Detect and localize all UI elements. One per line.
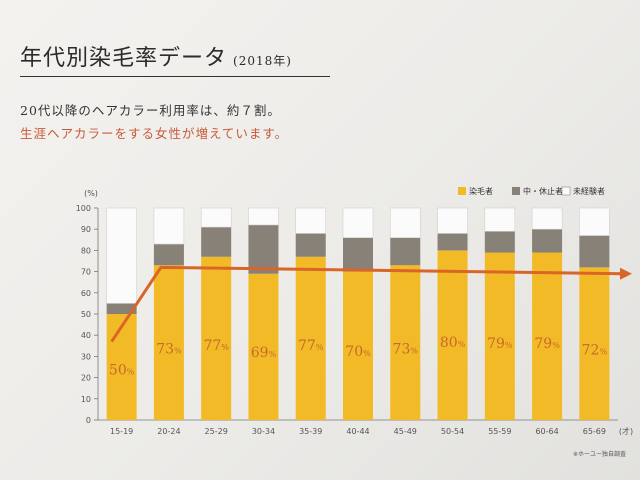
x-tick-label: 30-34 [252,427,275,436]
subtitle-increase: 生涯ヘアカラーをする女性が増えています。 [20,126,289,141]
y-tick-label: 80 [81,246,91,255]
bar-segment-paused [484,231,515,253]
x-tick-label: 35-39 [299,427,322,436]
data-label: 69% [251,345,277,361]
title-year: (2018年) [233,54,292,68]
y-tick-label: 100 [76,204,91,213]
y-unit-label: (%) [84,189,98,198]
bar-segment-paused [532,229,563,253]
x-tick-label: 55-59 [488,427,511,436]
bar-segment-dyed [248,273,279,420]
legend-label-paused: 中・休止者 [523,186,563,196]
legend-swatch-dyed [458,187,466,195]
bar-segment-paused [295,233,326,257]
page-title: 年代別染毛率データ (2018年) [20,40,330,72]
legend-swatch-never [561,186,571,196]
y-tick-label: 60 [81,289,91,298]
bar-segment-never [200,207,232,228]
bar-segment-dyed [343,271,373,420]
legend-label-dyed: 染毛者 [469,186,493,196]
bar-segment-paused [390,237,421,266]
bar-segment-never [295,207,327,234]
data-label: 80% [440,335,466,351]
y-tick-label: 50 [81,310,91,319]
bar-segment-paused [106,303,137,314]
y-tick-label: 10 [81,395,91,404]
x-tick-label: 45-49 [394,427,417,436]
bar-segment-dyed [201,256,232,420]
x-tick-label: 65-69 [583,427,606,436]
bar-segment-dyed [106,314,137,420]
subtitle-usage-rate: 20代以降のヘアカラー利用率は、約７割。 [20,103,281,118]
bar-segment-dyed [390,265,421,420]
x-tick-label: 50-54 [441,427,464,436]
legend-swatch-paused [512,187,520,195]
bar-segment-paused [579,235,610,268]
bar-segment-dyed [153,265,184,420]
bar-segment-never [579,207,610,236]
title-block: 年代別染毛率データ (2018年) [20,40,330,77]
bar-segment-paused [437,233,468,251]
x-tick-label: 15-19 [110,427,133,436]
bar-segment-dyed [484,252,515,420]
x-tick-label: 40-44 [346,427,369,436]
x-tick-label: 25-29 [205,427,228,436]
data-label: 72% [582,342,608,358]
bar-segment-never [153,207,185,245]
bar-segment-never [484,207,516,232]
data-label: 50% [109,362,135,378]
bar-segment-never [342,207,374,238]
bar-segment-dyed [532,252,563,420]
data-label: 79% [534,336,560,352]
trend-arrowhead [620,267,632,280]
source-note: ※ホーユー独自調査 [573,450,626,458]
bar-segment-never [106,207,137,304]
bar-segment-never [389,207,421,238]
bar-segment-never [531,207,563,230]
x-tick-label: 60-64 [535,427,558,436]
bar-segment-paused [343,237,373,272]
y-tick-label: 70 [81,268,91,277]
data-label: 77% [298,338,324,354]
y-tick-label: 40 [81,331,91,340]
y-tick-label: 30 [81,352,91,361]
trend-line [110,265,625,343]
data-label: 73% [156,341,182,357]
data-label: 77% [203,338,229,354]
title-underline [20,76,330,77]
bar-segment-paused [153,244,184,266]
y-tick-label: 0 [86,416,91,425]
x-tick-label: 20-24 [157,427,180,436]
x-unit-label: (才) [619,426,633,436]
bar-segment-dyed [437,250,468,420]
bar-segment-never [437,207,468,234]
y-tick-label: 20 [81,374,91,383]
bar-segment-never [248,207,279,226]
bar-segment-paused [201,227,232,257]
y-tick-label: 90 [81,225,91,234]
bar-segment-dyed [579,267,610,420]
bar-segment-paused [248,224,279,274]
data-label: 79% [487,336,513,352]
title-text: 年代別染毛率データ [20,46,228,71]
legend-label-never: 未経験者 [573,186,605,196]
bar-segment-dyed [295,256,326,420]
data-label: 70% [345,344,371,360]
data-label: 73% [393,341,419,357]
